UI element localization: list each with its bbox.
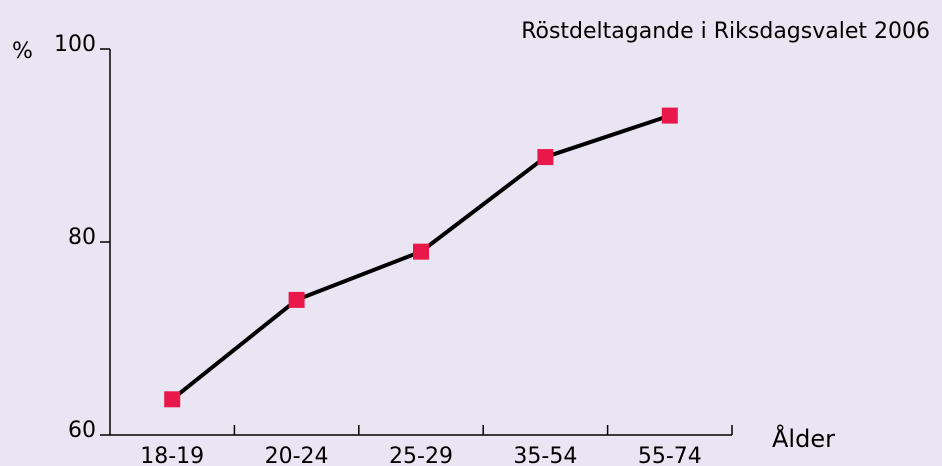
marker: [661, 107, 678, 124]
y-axis-label: %: [12, 39, 33, 64]
x-axis-label: Ålder: [772, 424, 835, 453]
y-tick-label: 60: [68, 418, 96, 443]
marker: [537, 149, 554, 166]
x-tick-label: 55-74: [638, 444, 702, 466]
marker: [164, 391, 181, 408]
x-tick-label: 35-54: [513, 444, 577, 466]
y-tick-label: 100: [54, 32, 96, 57]
marker: [288, 291, 305, 308]
x-tick-label: 25-29: [389, 444, 453, 466]
x-tick-label: 20-24: [265, 444, 329, 466]
marker: [413, 243, 429, 260]
y-tick-label: 80: [68, 225, 96, 250]
x-tick-label: 18-19: [140, 444, 204, 466]
chart-title: Röstdeltagande i Riksdagsvalet 2006: [521, 19, 930, 44]
